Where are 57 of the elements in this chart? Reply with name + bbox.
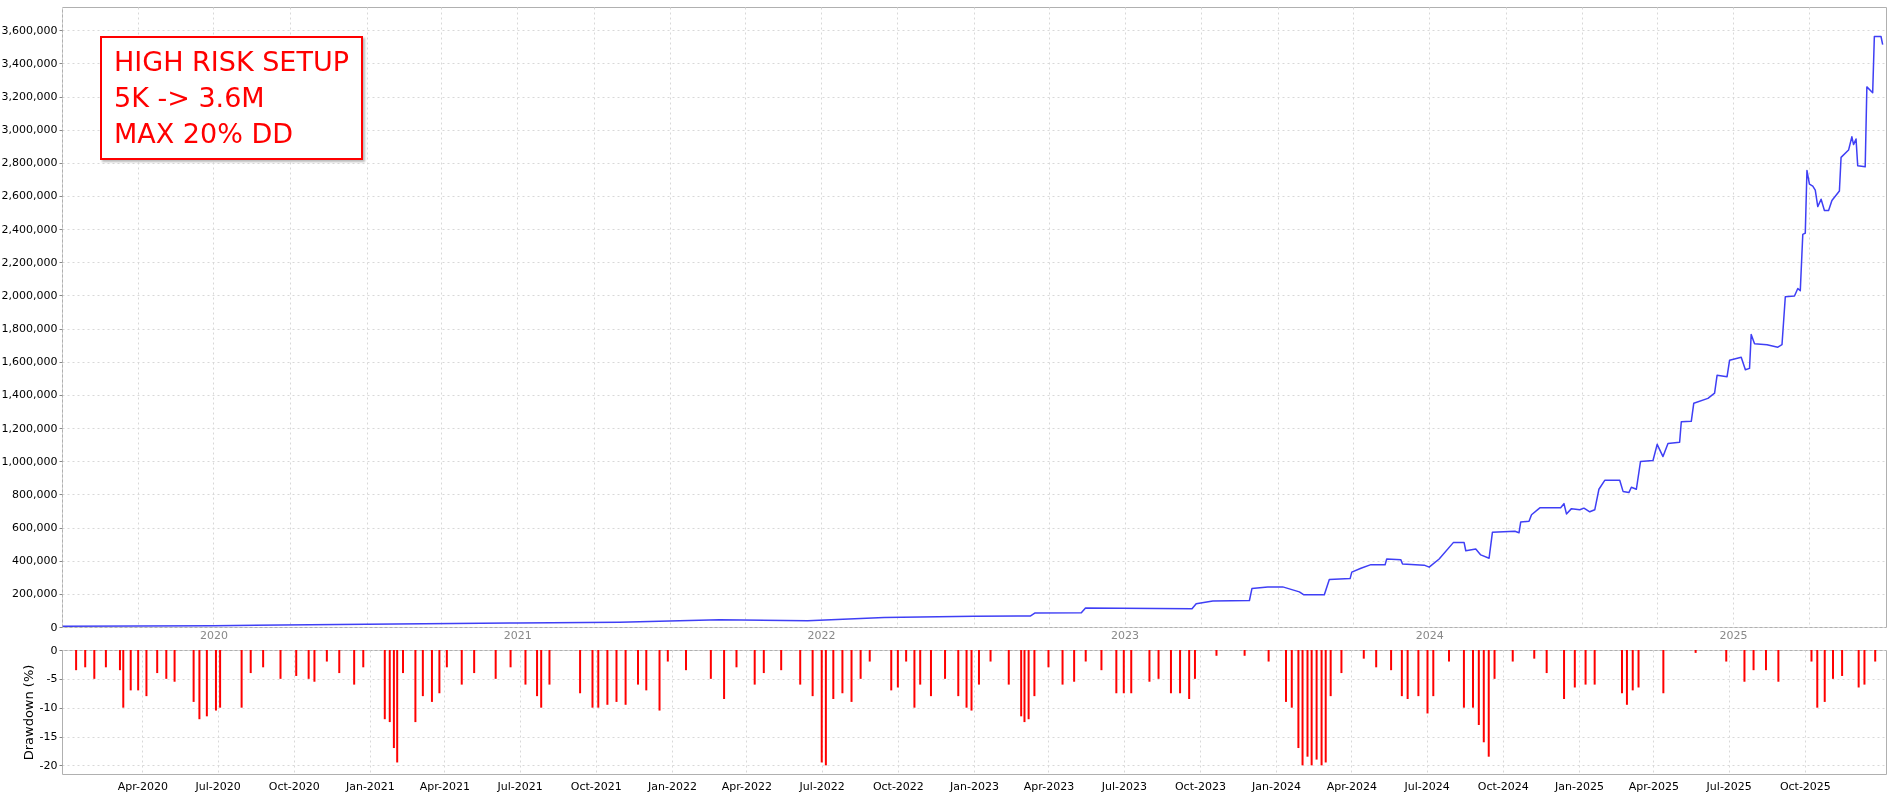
y-tick-label: 3,400,000 bbox=[1, 56, 58, 70]
x-tick-label: Jul-2025 bbox=[1705, 779, 1752, 793]
y-tick-label: -15 bbox=[39, 730, 58, 744]
y-tick-label: 200,000 bbox=[12, 587, 58, 601]
x-tick-label: 2022 bbox=[807, 628, 836, 642]
x-tick-label: Jan-2022 bbox=[646, 779, 697, 793]
x-tick-label: Jan-2023 bbox=[949, 779, 999, 793]
x-tick-label: 2023 bbox=[1111, 628, 1140, 642]
y-tick-label: 1,800,000 bbox=[1, 322, 58, 336]
x-tick-label: Jul-2024 bbox=[1403, 779, 1450, 793]
y-tick-label: 3,000,000 bbox=[1, 123, 58, 137]
y-tick-label: 2,600,000 bbox=[1, 189, 58, 203]
y-tick-label: 1,600,000 bbox=[1, 355, 58, 369]
y-tick-label: 0 bbox=[50, 643, 58, 657]
x-tick-label: Apr-2020 bbox=[117, 779, 168, 793]
annotation: HIGH RISK SETUP bbox=[114, 45, 349, 79]
y-tick-label: 3,200,000 bbox=[1, 90, 58, 104]
x-tick-label: Oct-2022 bbox=[872, 779, 924, 793]
y-tick-label: 2,000,000 bbox=[1, 288, 58, 302]
x-tick-label: Apr-2024 bbox=[1326, 779, 1378, 793]
x-tick-label: Jan-2021 bbox=[344, 779, 395, 793]
x-tick-label: Jan-2025 bbox=[1553, 779, 1604, 793]
y-tick-label: 1,400,000 bbox=[1, 388, 58, 402]
y-tick-label: 800,000 bbox=[12, 487, 58, 501]
x-tick-label: Oct-2024 bbox=[1477, 779, 1529, 793]
x-tick-label: Apr-2021 bbox=[419, 779, 471, 793]
x-tick-label: Apr-2023 bbox=[1023, 779, 1075, 793]
y-tick-label: 1,000,000 bbox=[1, 454, 58, 468]
x-tick-label: Apr-2022 bbox=[721, 779, 773, 793]
x-tick-label: Oct-2025 bbox=[1779, 779, 1831, 793]
x-tick-label: Jul-2023 bbox=[1100, 779, 1147, 793]
x-tick-label: Apr-2025 bbox=[1628, 779, 1680, 793]
y-tick-label: 2,200,000 bbox=[1, 255, 58, 269]
y-tick-label: -5 bbox=[46, 672, 58, 686]
y-tick-label: 0 bbox=[50, 620, 58, 634]
x-tick-label: Oct-2021 bbox=[570, 779, 622, 793]
x-tick-label: 2021 bbox=[503, 628, 532, 642]
x-tick-label: Jan-2024 bbox=[1251, 779, 1302, 793]
y-tick-label: 3,600,000 bbox=[1, 23, 58, 37]
y-tick-label: -20 bbox=[39, 758, 58, 772]
y-tick-label: 1,200,000 bbox=[1, 421, 58, 435]
x-tick-label: Jul-2020 bbox=[194, 779, 241, 793]
x-tick-label: 2020 bbox=[199, 628, 228, 642]
y-tick-label: 2,800,000 bbox=[1, 156, 58, 170]
x-tick-label: 2024 bbox=[1415, 628, 1444, 642]
x-tick-label: Oct-2023 bbox=[1174, 779, 1226, 793]
annotation: MAX 20% DD bbox=[114, 117, 295, 151]
x-tick-label: Oct-2020 bbox=[268, 779, 320, 793]
y-tick-label: 400,000 bbox=[12, 554, 58, 568]
y-tick-label: -10 bbox=[39, 701, 58, 715]
x-tick-label: Jul-2022 bbox=[798, 779, 845, 793]
x-tick-label: 2025 bbox=[1719, 628, 1748, 642]
annotation: 5K -> 3.6M bbox=[114, 81, 266, 115]
y-axis-title: Drawdown (%) bbox=[20, 664, 36, 761]
y-tick-label: 2,400,000 bbox=[1, 222, 58, 236]
x-tick-label: Jul-2021 bbox=[496, 779, 543, 793]
y-tick-label: 600,000 bbox=[12, 521, 58, 535]
